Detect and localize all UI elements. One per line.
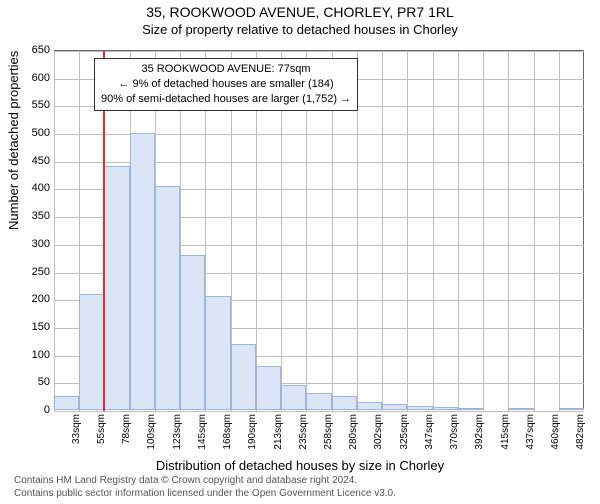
ytick-label: 650: [6, 44, 50, 56]
gridline-h: [54, 51, 584, 52]
xtick-label: 415sqm: [500, 414, 511, 450]
histogram-bar: [332, 396, 357, 410]
gridline-v: [458, 51, 459, 411]
xtick-label: 482sqm: [575, 414, 586, 450]
histogram-bar: [180, 255, 205, 410]
xtick-label: 100sqm: [146, 414, 157, 450]
xtick-label: 33sqm: [71, 414, 82, 444]
xtick-label: 437sqm: [525, 414, 536, 450]
xtick-label: 347sqm: [424, 414, 435, 450]
ytick-label: 150: [6, 321, 50, 333]
histogram-bar: [382, 404, 407, 410]
xtick-label: 302sqm: [373, 414, 384, 450]
ytick-label: 450: [6, 155, 50, 167]
histogram-bar: [306, 393, 331, 410]
ytick-label: 300: [6, 238, 50, 250]
page-subtitle: Size of property relative to detached ho…: [0, 22, 600, 37]
histogram-bar: [54, 396, 79, 410]
ytick-label: 250: [6, 266, 50, 278]
chart-area: 35 ROOKWOOD AVENUE: 77sqm ← 9% of detach…: [54, 50, 584, 410]
ytick-label: 50: [6, 376, 50, 388]
xtick-label: 258sqm: [323, 414, 334, 450]
histogram-bar: [559, 408, 584, 410]
gridline-v: [433, 51, 434, 411]
histogram-bar: [508, 408, 533, 410]
histogram-bar: [433, 407, 458, 410]
xtick-label: 168sqm: [222, 414, 233, 450]
gridline-h: [54, 411, 584, 412]
xtick-label: 370sqm: [449, 414, 460, 450]
ytick-label: 500: [6, 127, 50, 139]
xtick-label: 213sqm: [273, 414, 284, 450]
ytick-label: 100: [6, 349, 50, 361]
xtick-label: 78sqm: [121, 414, 132, 444]
xtick-label: 325sqm: [399, 414, 410, 450]
footer-line1: Contains HM Land Registry data © Crown c…: [14, 475, 396, 488]
histogram-bar: [256, 366, 281, 410]
xtick-label: 460sqm: [550, 414, 561, 450]
xtick-label: 55sqm: [96, 414, 107, 444]
xtick-label: 145sqm: [197, 414, 208, 450]
gridline-v: [407, 51, 408, 411]
gridline-v: [382, 51, 383, 411]
ytick-label: 550: [6, 99, 50, 111]
ytick-label: 0: [6, 404, 50, 416]
gridline-v: [483, 51, 484, 411]
gridline-v: [559, 51, 560, 411]
gridline-v: [534, 51, 535, 411]
x-axis-label: Distribution of detached houses by size …: [0, 458, 600, 473]
annotation-box: 35 ROOKWOOD AVENUE: 77sqm ← 9% of detach…: [94, 58, 358, 111]
ytick-label: 600: [6, 72, 50, 84]
xtick-label: 123sqm: [172, 414, 183, 450]
histogram-bar: [79, 294, 104, 410]
histogram-bar: [407, 406, 432, 410]
histogram-bar: [458, 408, 483, 410]
histogram-bar: [155, 186, 180, 410]
gridline-v: [54, 51, 55, 411]
xtick-label: 235sqm: [298, 414, 309, 450]
ytick-label: 350: [6, 210, 50, 222]
histogram-bar: [104, 166, 129, 410]
xtick-label: 190sqm: [247, 414, 258, 450]
footer-credits: Contains HM Land Registry data © Crown c…: [14, 475, 396, 500]
page-title: 35, ROOKWOOD AVENUE, CHORLEY, PR7 1RL: [0, 4, 600, 20]
histogram-bar: [281, 385, 306, 410]
gridline-v: [508, 51, 509, 411]
ytick-label: 400: [6, 182, 50, 194]
xtick-label: 392sqm: [474, 414, 485, 450]
histogram-bar: [130, 133, 155, 410]
ytick-label: 200: [6, 293, 50, 305]
histogram-bar: [205, 296, 230, 410]
footer-line2: Contains public sector information licen…: [14, 488, 396, 501]
annotation-line1: 35 ROOKWOOD AVENUE: 77sqm: [101, 62, 351, 77]
histogram-bar: [231, 344, 256, 410]
histogram-bar: [357, 402, 382, 410]
xtick-label: 280sqm: [348, 414, 359, 450]
annotation-line2: ← 9% of detached houses are smaller (184…: [101, 77, 351, 92]
annotation-line3: 90% of semi-detached houses are larger (…: [101, 92, 351, 107]
